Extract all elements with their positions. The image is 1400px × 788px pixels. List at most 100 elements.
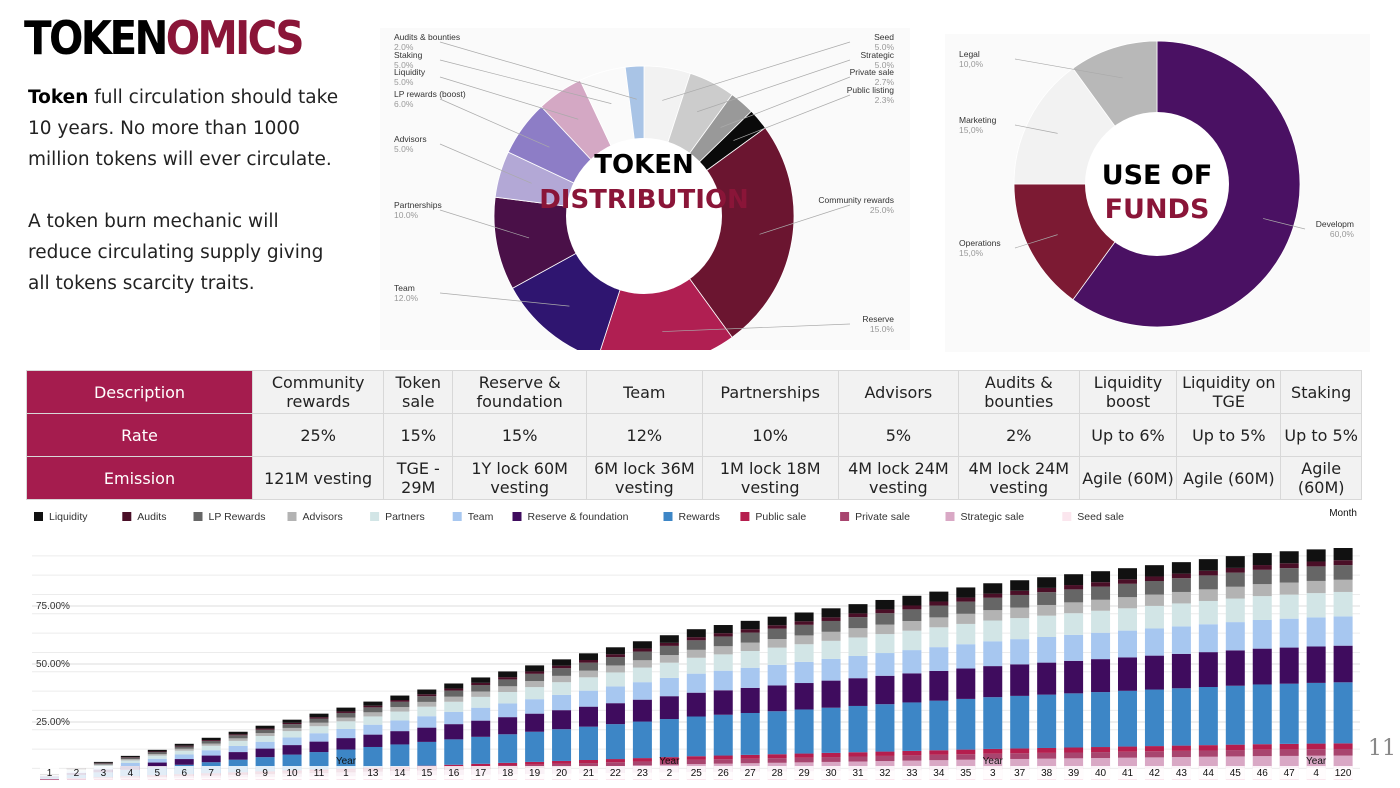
- leader-line: [1014, 58, 1123, 79]
- bar-segment-audits: [147, 751, 167, 753]
- bar-segment-public-sale: [659, 757, 679, 761]
- slice-label-strategic: Strategic: [860, 50, 894, 60]
- slice-value-legal: 10,0%: [959, 59, 984, 69]
- bar-segment-partners: [1118, 608, 1137, 631]
- slice-label-public-listing: Public listing: [847, 85, 895, 95]
- bar-segment-advisors: [605, 665, 625, 673]
- bar-segment-advisors: [498, 686, 518, 692]
- bar-segment-audits: [1333, 560, 1353, 566]
- bar-segment-reserve-foundation: [552, 710, 572, 730]
- bar-segment-public-sale: [875, 751, 895, 756]
- bar-segment-strategic-sale: [929, 760, 949, 771]
- bar-segment-private-sale: [956, 754, 976, 760]
- x-tick-label: 46: [1257, 768, 1269, 779]
- x-tick-label: 25: [691, 768, 703, 779]
- page-number: 11: [1368, 736, 1396, 761]
- bar-segment-audits: [1091, 582, 1111, 587]
- bar-segment-advisors: [471, 691, 491, 697]
- bar-segment-partners: [632, 667, 652, 683]
- rate-cell-6: 2%: [957, 413, 1080, 457]
- x-tick-label: 18: [502, 768, 514, 779]
- bar-segment-liquidity: [1198, 559, 1218, 571]
- slice-label-staking: Staking: [394, 50, 423, 60]
- bar-segment-liquidity: [1037, 577, 1057, 588]
- bar-segment-team: [1064, 634, 1084, 661]
- bar-segment-liquidity: [1171, 562, 1191, 574]
- bar-segment-audits: [120, 757, 140, 758]
- bar-segment-strategic-sale: [875, 761, 895, 771]
- bar-segment-team: [605, 686, 625, 704]
- leader-line: [439, 41, 637, 100]
- x-tick-label: 27: [745, 768, 757, 779]
- x-tick-bg: [1037, 766, 1057, 779]
- intro-p1-rest: full circulation should take 10 years. N…: [28, 87, 339, 170]
- bar-segment-team: [713, 670, 733, 691]
- bar-segment-audits: [929, 601, 949, 606]
- bar-segment-advisors: [417, 701, 437, 707]
- bar-segment-advisors: [444, 696, 464, 702]
- x-tick-bg: [66, 766, 86, 779]
- x-tick-label: 13: [367, 768, 379, 779]
- x-tick-label: 20: [556, 768, 568, 779]
- bar-segment-partners: [120, 760, 140, 763]
- bar-segment-advisors: [579, 670, 598, 678]
- bar-segment-public-sale: [956, 749, 976, 755]
- bar-segment-partners: [659, 662, 679, 678]
- x-tick-bg: [902, 766, 922, 779]
- slice-label-partnerships: Partnerships: [394, 200, 442, 210]
- bar-segment-liquidity: [1306, 549, 1326, 562]
- bar-segment-lp-rewards: [1010, 594, 1030, 608]
- legend-label-public-sale: Public sale: [755, 511, 806, 523]
- emission-stacked-bar-chart: Liquidity Audits LP Rewards Advisors Partner…: [22, 504, 1370, 786]
- bar-segment-team: [1171, 626, 1191, 654]
- bar-segment-team: [1037, 636, 1057, 663]
- bar-segment-advisors: [93, 764, 113, 766]
- bar-segment-strategic-sale: [1118, 757, 1137, 769]
- bar-segment-lp-rewards: [1225, 572, 1245, 587]
- x-tick-bg: [1306, 766, 1326, 779]
- bar-segment-audits: [498, 677, 518, 680]
- x-tick-bg: [848, 766, 868, 779]
- bar-segment-rewards: [309, 752, 329, 770]
- bar-segment-team: [956, 644, 976, 669]
- legend-swatch-audits: [122, 512, 132, 521]
- x-tick-label: 10: [286, 768, 298, 779]
- bar-segment-lp-rewards: [336, 712, 356, 718]
- bar-segment-team: [174, 754, 194, 760]
- bar-segment-liquidity: [255, 725, 275, 729]
- x-tick-label: 28: [772, 768, 784, 779]
- x-tick-bg: [1198, 766, 1218, 779]
- slice-label-liquidity: Liquidity: [394, 67, 426, 77]
- bar-segment-reserve-foundation: [228, 752, 248, 760]
- x-tick-label: 42: [1149, 768, 1161, 779]
- x-tick-bg: [983, 766, 1003, 779]
- bar-segment-lp-rewards: [417, 696, 437, 702]
- bar-segment-partners: [848, 637, 868, 656]
- slice-value-reserve: 15.0%: [870, 324, 895, 334]
- bar-segment-rewards: [929, 700, 949, 751]
- bar-segment-reserve-foundation: [471, 720, 491, 737]
- bar-segment-liquidity: [1333, 548, 1353, 561]
- legend-swatch-liquidity: [34, 512, 43, 521]
- x-tick-bg: [767, 766, 787, 779]
- bar-segment-lp-rewards: [1198, 575, 1218, 590]
- legend-label-private-sale: Private sale: [855, 511, 910, 523]
- bar-segment-audits: [1010, 590, 1030, 595]
- leader-line: [662, 41, 851, 101]
- bar-segment-partners: [902, 630, 922, 651]
- bar-segment-liquidity: [363, 701, 383, 706]
- bar-segment-lp-rewards: [740, 632, 760, 643]
- bar-segment-private-sale: [1198, 750, 1218, 757]
- table-row-description: Description Community rewards Token sale…: [26, 370, 1362, 414]
- bar-segment-advisors: [1037, 604, 1057, 616]
- x-year-label: Year: [336, 756, 357, 767]
- bar-segment-reserve-foundation: [1252, 648, 1272, 685]
- bar-segment-lp-rewards: [848, 617, 868, 629]
- bar-segment-audits: [713, 633, 733, 637]
- bar-segment-reserve-foundation: [579, 706, 598, 727]
- emission-cell-2: 1Y lock 60M vesting: [452, 456, 588, 500]
- bar-segment-liquidity: [929, 591, 949, 602]
- bar-segment-lp-rewards: [1144, 580, 1164, 595]
- emission-chart-legend: Liquidity Audits LP Rewards Advisors Partner…: [34, 511, 1124, 523]
- bar-segment-reserve-foundation: [309, 741, 329, 753]
